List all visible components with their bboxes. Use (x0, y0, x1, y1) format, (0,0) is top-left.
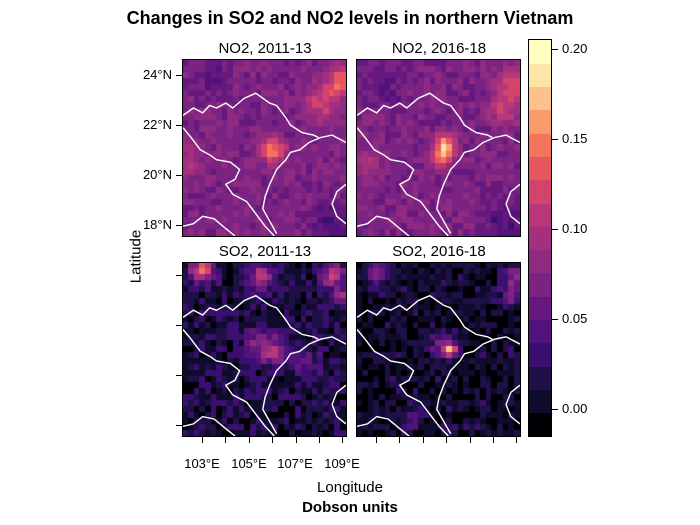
colorbar-band (529, 412, 551, 437)
colorbar-band (529, 203, 551, 227)
coastline-border (357, 415, 410, 436)
y-tick (176, 425, 182, 426)
x-tick (295, 437, 297, 443)
y-tick (176, 175, 182, 176)
panel-title-so2-2011: SO2, 2011-13 (218, 243, 312, 260)
x-tick-label: 105°E (231, 456, 267, 471)
x-tick (248, 437, 250, 443)
panel-title-no2-2011: NO2, 2011-13 (218, 40, 312, 57)
y-tick (176, 375, 182, 376)
colorbar-tick (552, 139, 558, 140)
colorbar-band (529, 40, 551, 64)
x-tick (342, 437, 344, 443)
y-tick (176, 225, 182, 226)
coastline-border (183, 329, 275, 436)
colorbar-tick (552, 229, 558, 230)
x-tick-label: 103°E (184, 456, 220, 471)
colorbar-tick-label: 0.10 (562, 221, 588, 236)
x-tick-label: 109°E (324, 456, 360, 471)
x-tick (469, 437, 471, 443)
x-tick (201, 437, 203, 443)
x-axis-label: Longitude (317, 479, 383, 496)
coastline-border (183, 92, 319, 139)
colorbar-band (529, 226, 551, 251)
y-tick (176, 325, 182, 326)
y-tick (176, 75, 182, 76)
x-tick (375, 437, 377, 443)
colorbar-band (529, 319, 551, 344)
map-outline (357, 92, 520, 236)
colorbar-tick-label: 0.05 (562, 311, 588, 326)
x-tick (272, 437, 274, 443)
coastline-border (262, 336, 346, 434)
colorbar-band (529, 109, 551, 134)
coastline-border (436, 336, 520, 434)
colorbar-tick-label: 0.20 (562, 41, 588, 56)
coastline-border (357, 329, 449, 436)
colorbar-band (529, 296, 551, 321)
colorbar-band (529, 179, 551, 204)
heatmap-cells (183, 263, 346, 436)
coastline-border (262, 134, 346, 234)
colorbar-tick-label: 0.00 (562, 401, 588, 416)
colorbar-band (529, 342, 551, 367)
y-tick-label: 20°N (142, 167, 172, 182)
coastline-border (357, 294, 493, 340)
map-outline (357, 294, 520, 436)
y-tick (176, 125, 182, 126)
coastline-border (505, 384, 520, 425)
heatmap-panel-so2-2016 (356, 262, 521, 437)
coastline-border (331, 183, 346, 225)
colorbar (528, 39, 552, 437)
colorbar-band (529, 156, 551, 181)
colorbar-band (529, 249, 551, 274)
panel-title-so2-2016: SO2, 2016-18 (392, 243, 486, 260)
coastline-border (505, 183, 520, 225)
map-outline (183, 294, 346, 436)
heatmap-cells (183, 60, 346, 236)
y-tick-label: 24°N (142, 67, 172, 82)
colorbar-band (529, 389, 551, 414)
heatmap-panel-so2-2011 (182, 262, 347, 437)
coastline-border (436, 134, 520, 234)
y-axis-label: Latitude (127, 229, 145, 284)
x-tick (446, 437, 448, 443)
x-tick (422, 437, 424, 443)
coastline-border (183, 415, 236, 436)
heatmap-cells (357, 60, 520, 236)
coastline-border (357, 92, 493, 139)
x-tick (516, 437, 518, 443)
coastline-border (357, 215, 410, 236)
coastline-border (357, 127, 449, 236)
colorbar-label: Dobson units (302, 499, 398, 516)
x-tick (492, 437, 494, 443)
coastline-border (183, 215, 236, 236)
colorbar-band (529, 366, 551, 390)
colorbar-tick-label: 0.15 (562, 131, 588, 146)
colorbar-tick (552, 409, 558, 410)
heatmap-cells (357, 263, 520, 436)
x-tick (225, 437, 227, 443)
x-tick (318, 437, 320, 443)
colorbar-band (529, 63, 551, 88)
colorbar-band (529, 133, 551, 157)
y-tick (176, 275, 182, 276)
colorbar-tick (552, 49, 558, 50)
x-tick (399, 437, 401, 443)
x-tick-label: 107°E (277, 456, 313, 471)
coastline-border (183, 294, 319, 340)
map-outline (183, 92, 346, 236)
chart-title: Changes in SO2 and NO2 levels in norther… (126, 8, 574, 28)
coastline-border (183, 127, 275, 236)
colorbar-band (529, 86, 551, 111)
y-tick-label: 22°N (142, 117, 172, 132)
coastline-border (331, 384, 346, 425)
heatmap-panel-no2-2016 (356, 59, 521, 237)
colorbar-tick (552, 319, 558, 320)
colorbar-band (529, 272, 551, 297)
y-tick-label: 18°N (142, 217, 172, 232)
panel-title-no2-2016: NO2, 2016-18 (391, 40, 487, 57)
heatmap-panel-no2-2011 (182, 59, 347, 237)
